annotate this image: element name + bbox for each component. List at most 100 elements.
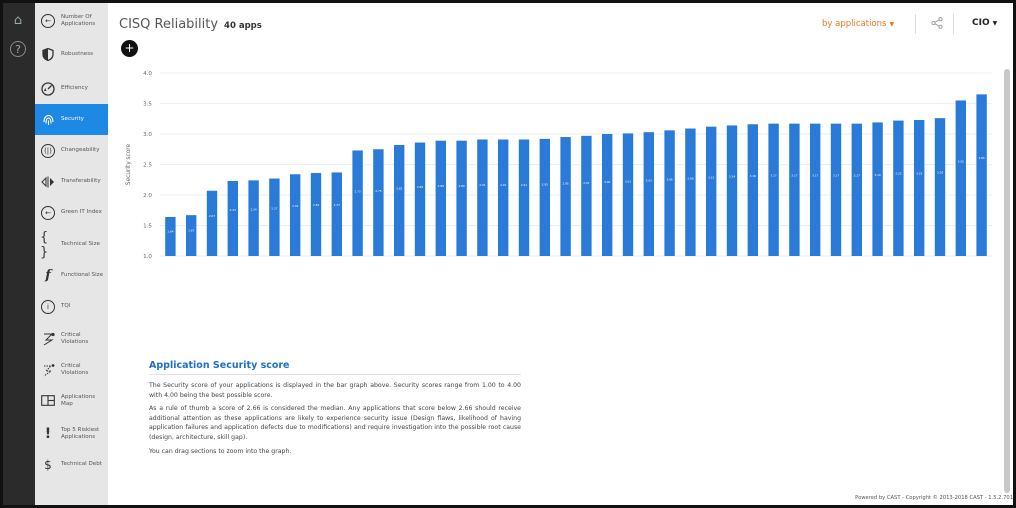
chart-bar <box>456 140 467 256</box>
bar-data-label: 2.97 <box>583 181 589 185</box>
sidebar-item-number-of-applications[interactable]: ← Number Of Applications <box>35 5 108 36</box>
bar-data-label: 2.82 <box>396 186 402 190</box>
bar-data-label: 3.17 <box>770 174 776 178</box>
bar-data-label: 3.17 <box>854 174 860 178</box>
bar-data-label: 2.36 <box>313 203 319 207</box>
chart-bar <box>685 128 696 256</box>
description-paragraph: The Security score of your applications … <box>149 382 521 399</box>
chart-bar <box>955 100 966 256</box>
sidebar-item-label: Number Of Applications <box>61 14 96 27</box>
tqi-icon: i <box>40 299 56 315</box>
sidebar-item-technical-debt[interactable]: $ Technical Debt <box>35 449 108 480</box>
chart-bar <box>934 118 946 256</box>
bar-data-label: 1.67 <box>188 228 194 232</box>
home-icon[interactable]: ⌂ <box>13 13 23 28</box>
chart-bar <box>373 149 384 256</box>
vertical-scrollbar[interactable] <box>1004 69 1010 493</box>
description-heading: Application Security score <box>149 360 521 375</box>
bar-data-label: 2.92 <box>542 183 548 187</box>
y-tick-label: 2.5 <box>143 163 152 169</box>
role-dropdown[interactable]: CIO ▼ <box>972 18 997 28</box>
help-icon[interactable]: ? <box>10 41 26 57</box>
chart-bar <box>622 133 634 256</box>
sidebar-item-critical-violations-trend[interactable]: Critical Violations <box>35 354 108 385</box>
chart-bar <box>789 123 800 256</box>
chart-bar <box>331 172 342 256</box>
bar-data-label: 3.65 <box>978 156 984 160</box>
add-button[interactable]: + <box>121 40 138 57</box>
description-panel: Application Security score The Security … <box>149 360 521 460</box>
bar-data-label: 2.91 <box>521 183 527 187</box>
bar-data-label: 2.95 <box>562 182 568 186</box>
sidebar-item-top-5-riskiest[interactable]: ! Top 5 Riskiest Applications <box>35 418 108 449</box>
bar-data-label: 3.19 <box>874 173 880 177</box>
sidebar-item-functional-size[interactable]: f Functional Size <box>35 260 108 291</box>
description-paragraph: You can drag sections to zoom into the g… <box>149 447 292 455</box>
sidebar-item-label: Transferability <box>61 178 101 185</box>
sidebar-item-technical-size[interactable]: { } Technical Size <box>35 229 108 260</box>
sidebar-item-transferability[interactable]: Transferability <box>35 166 108 197</box>
chart-bar <box>872 122 883 256</box>
sidebar-item-label: Security <box>61 116 84 123</box>
bar-data-label: 2.91 <box>479 183 485 187</box>
header-divider <box>915 14 916 34</box>
chart-bar <box>581 135 592 256</box>
bar-data-label: 3.26 <box>937 170 943 174</box>
y-tick-label: 1.5 <box>143 224 152 230</box>
bar-data-label: 2.91 <box>500 183 506 187</box>
changeability-icon: (|) <box>40 143 56 159</box>
critical-violations-icon <box>40 331 56 347</box>
bar-data-label: 2.24 <box>250 208 256 212</box>
chart-bar <box>414 142 426 256</box>
bar-data-label: 2.07 <box>209 214 215 218</box>
y-tick-label: 3.0 <box>143 132 152 138</box>
sidebar-item-robustness[interactable]: Robustness <box>35 39 108 70</box>
description-paragraph: As a rule of thumb a score of 2.66 is co… <box>149 405 521 441</box>
app-count: 40 apps <box>224 21 262 31</box>
bar-data-label: 3.06 <box>666 178 672 182</box>
bar-data-label: 2.23 <box>230 208 236 212</box>
y-tick-label: 4.0 <box>143 71 152 77</box>
sidebar-item-changeability[interactable]: (|) Changeability <box>35 135 108 166</box>
sidebar-item-green-it-index[interactable]: ← Green IT Index <box>35 197 108 228</box>
share-icon[interactable] <box>931 17 943 32</box>
sidebar-item-applications-map[interactable]: Applications Map <box>35 385 108 416</box>
bar-data-label: 3.01 <box>625 179 631 183</box>
bar-data-label: 3.09 <box>687 177 693 181</box>
sidebar-item-efficiency[interactable]: Efficiency <box>35 73 108 104</box>
page-title-text: CISQ Reliability <box>119 17 219 32</box>
bar-data-label: 2.89 <box>438 184 444 188</box>
sidebar-item-security[interactable]: Security <box>35 104 108 135</box>
y-tick-label: 1.0 <box>143 254 152 260</box>
sidebar-item-label: Robustness <box>61 51 94 58</box>
sidebar-item-label: Efficiency <box>61 85 88 92</box>
bar-data-label: 1.64 <box>167 230 173 234</box>
bar-data-label: 2.34 <box>292 204 298 208</box>
chart-bar <box>518 139 530 256</box>
sidebar-item-label: Green IT Index <box>61 209 102 216</box>
shield-icon <box>40 47 56 63</box>
number-of-applications-icon: ← <box>40 13 56 29</box>
role-label: CIO <box>972 18 990 28</box>
fingerprint-icon <box>40 112 56 128</box>
speedometer-icon <box>40 81 56 97</box>
bar-data-label: 3.22 <box>895 172 901 176</box>
chart-bar <box>664 130 675 256</box>
sidebar-item-critical-violations[interactable]: Critical Violations <box>35 323 108 354</box>
bar-data-label: 2.27 <box>271 207 277 211</box>
sidebar-item-label: TQI <box>61 303 71 310</box>
page-title: CISQ Reliability 40 apps <box>119 17 262 32</box>
view-mode-dropdown[interactable]: by applications ▼ <box>822 19 894 29</box>
exclamation-icon: ! <box>44 425 52 442</box>
y-axis-label: Security score <box>126 143 132 185</box>
main-panel: CISQ Reliability 40 apps + by application… <box>108 3 1013 505</box>
chart-bar <box>248 180 259 256</box>
caret-down-icon: ▼ <box>889 21 895 28</box>
sidebar-item-label: Applications Map <box>61 394 96 407</box>
footer-copyright: Powered by CAST - Copyright © 2013-2018 … <box>855 495 1013 501</box>
chart-bar <box>290 174 301 256</box>
security-score-chart[interactable]: 1.0 1.5 2.0 2.5 3.0 3.5 4.0 Security score 1.64 1… <box>108 63 998 323</box>
sidebar-item-tqi[interactable]: i TQI <box>35 291 108 322</box>
bar-data-label: 2.75 <box>375 189 381 193</box>
sidebar-item-label: Technical Debt <box>61 461 102 468</box>
